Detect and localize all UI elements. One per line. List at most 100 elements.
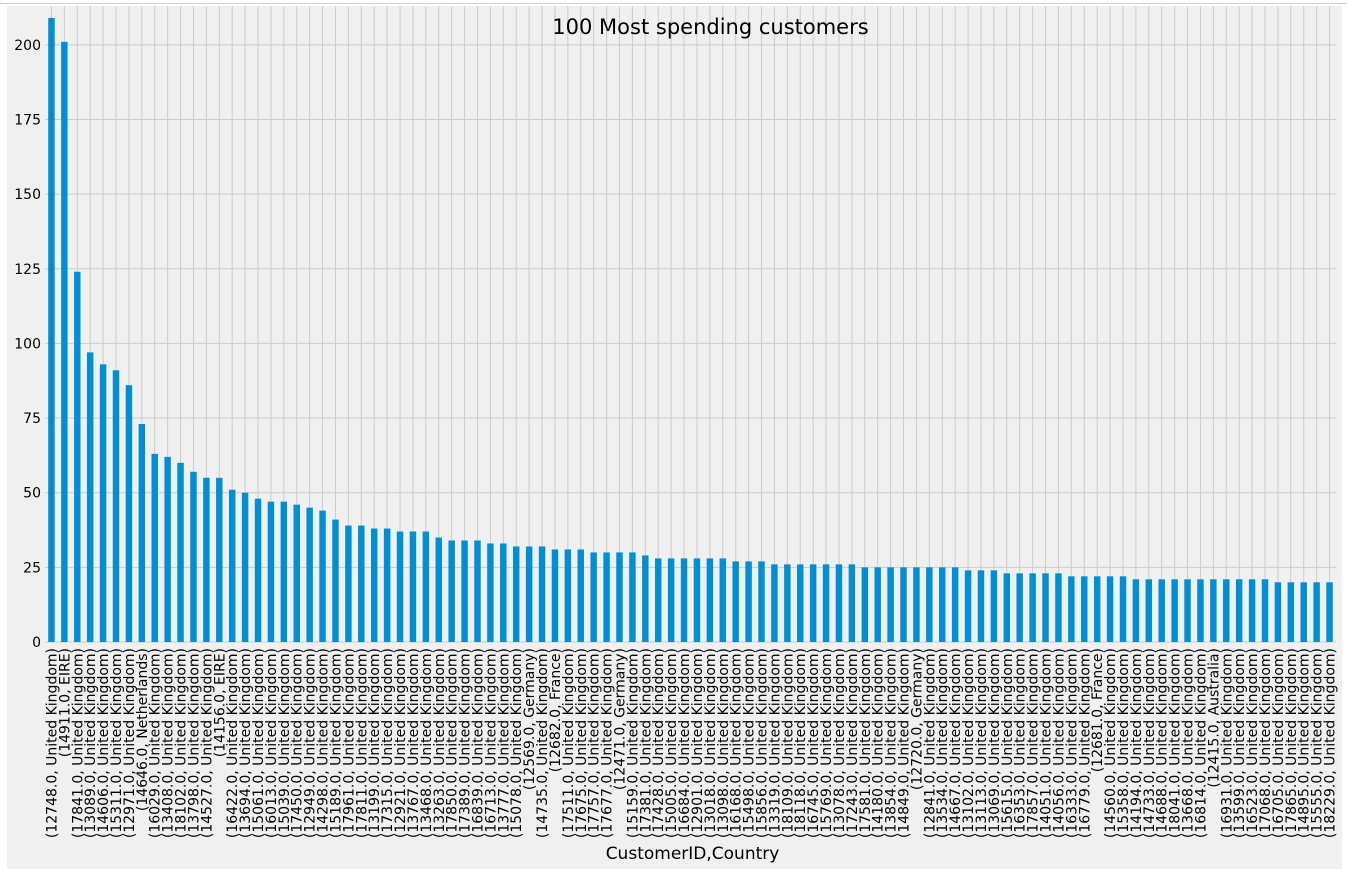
bar xyxy=(616,552,623,642)
y-tick-label: 75 xyxy=(23,411,41,427)
x-tick-label: (12720.0, Germany) xyxy=(909,648,925,790)
window-top-border xyxy=(0,3,1347,4)
bar xyxy=(74,271,81,642)
x-tick-label: (13069.0, United Kingdom) xyxy=(987,648,1003,838)
x-tick-label: (14849.0, United Kingdom) xyxy=(897,648,913,838)
bar xyxy=(732,561,739,642)
y-tick-label: 25 xyxy=(23,560,41,576)
x-tick-label: (15311.0, United Kingdom) xyxy=(109,648,125,838)
x-tick-label: (12415.0, Australia) xyxy=(1206,648,1222,788)
x-tick-label: (14156.0, EIRE) xyxy=(212,648,228,757)
x-tick-label: (13098.0, United Kingdom) xyxy=(716,648,732,838)
bar xyxy=(784,564,791,642)
bar xyxy=(267,501,275,642)
figure-background xyxy=(7,6,1342,869)
x-tick-label: (15061.0, United Kingdom) xyxy=(251,648,267,838)
x-tick-label: (16333.0, United Kingdom) xyxy=(1064,648,1080,838)
x-tick-label: (14056.0, United Kingdom) xyxy=(1051,648,1067,838)
x-tick-label: (14527.0, United Kingdom) xyxy=(199,648,215,838)
bar xyxy=(926,567,933,642)
x-axis-label: CustomerID,Country xyxy=(606,844,780,864)
bar xyxy=(1119,576,1127,642)
x-tick-label: (15498.0, United Kingdom) xyxy=(742,648,758,838)
bar xyxy=(1274,582,1282,642)
x-tick-label: (15358.0, United Kingdom) xyxy=(1116,648,1132,838)
x-tick-label: (16353.0, United Kingdom) xyxy=(1013,648,1029,838)
x-tick-label: (13694.0, United Kingdom) xyxy=(238,648,254,838)
x-tick-label: (12921.0, United Kingdom) xyxy=(393,648,409,838)
bar xyxy=(1313,582,1320,642)
x-tick-label: (13767.0, United Kingdom) xyxy=(406,648,422,838)
bar xyxy=(112,370,120,642)
y-tick-label: 175 xyxy=(14,112,41,128)
bar xyxy=(422,531,430,642)
bar xyxy=(525,546,533,642)
bar xyxy=(1016,573,1023,642)
x-tick-label: (16713.0, United Kingdom) xyxy=(483,648,499,838)
bar xyxy=(1197,579,1204,642)
y-tick-label: 100 xyxy=(14,336,41,352)
bar xyxy=(1235,579,1243,642)
bar xyxy=(125,385,133,642)
bar xyxy=(254,498,262,642)
x-tick-label: (14688.0, United Kingdom) xyxy=(1155,648,1171,838)
x-tick-label: (18041.0, United Kingdom) xyxy=(1168,648,1184,838)
x-tick-label: (16779.0, United Kingdom) xyxy=(1077,648,1093,838)
bar xyxy=(61,41,68,642)
bar xyxy=(1132,579,1140,642)
bar xyxy=(797,564,804,642)
x-tick-label: (14560.0, United Kingdom) xyxy=(1103,648,1119,838)
x-tick-label: (16168.0, United Kingdom) xyxy=(729,648,745,838)
bar xyxy=(1248,579,1256,642)
bar xyxy=(1145,579,1153,642)
x-tick-label: (17757.0, United Kingdom) xyxy=(587,648,603,838)
bar xyxy=(203,477,210,642)
y-tick-label: 125 xyxy=(14,262,41,278)
y-tick-labels: 0 25 50 75 100 125 150 175 200 xyxy=(14,38,41,651)
x-tick-label: (13199.0, United Kingdom) xyxy=(367,648,383,838)
x-tick-label: (14646.0, Netherlands) xyxy=(135,648,151,811)
bar xyxy=(241,492,249,642)
x-tick-label: (17428.0, United Kingdom) xyxy=(651,648,667,838)
bar xyxy=(190,471,197,642)
bar xyxy=(1003,573,1011,642)
bar xyxy=(177,462,184,642)
bar xyxy=(900,567,907,642)
bar xyxy=(228,489,236,642)
x-tick-label: (16013.0, United Kingdom) xyxy=(264,648,280,838)
bar xyxy=(538,546,546,642)
bar xyxy=(409,531,417,642)
x-tick-label: (13854.0, United Kingdom) xyxy=(884,648,900,838)
x-tick-label: (18229.0, United Kingdom) xyxy=(1323,648,1339,838)
x-tick-label: (14733.0, United Kingdom) xyxy=(1142,648,1158,838)
x-tick-label: (16839.0, United Kingdom) xyxy=(470,648,486,838)
bar xyxy=(474,540,481,642)
x-tick-label: (14298.0, United Kingdom) xyxy=(316,648,332,838)
bar xyxy=(693,558,701,642)
x-tick-label: (13599.0, United Kingdom) xyxy=(1232,648,1248,838)
bar xyxy=(319,510,326,642)
bar xyxy=(448,540,455,642)
y-tick-label: 200 xyxy=(14,38,41,54)
bar xyxy=(964,570,972,642)
bar xyxy=(461,540,468,642)
bar xyxy=(1300,582,1307,642)
x-tick-label: (14194.0, United Kingdom) xyxy=(1129,648,1145,838)
x-tick-label: (13668.0, United Kingdom) xyxy=(1181,648,1197,838)
bar xyxy=(1184,579,1191,642)
x-tick-label: (12471.0, Germany) xyxy=(612,648,628,790)
x-tick-label: (17581.0, United Kingdom) xyxy=(858,648,874,838)
x-tick-label: (15555.0, United Kingdom) xyxy=(1310,648,1326,838)
x-tick-label: (12569.0, Germany) xyxy=(522,648,538,790)
x-tick-label: (14606.0, United Kingdom) xyxy=(96,648,112,838)
bar xyxy=(293,504,300,642)
bar xyxy=(164,456,171,642)
bar xyxy=(345,525,352,642)
bar xyxy=(1171,579,1178,642)
x-tick-label: (15856.0, United Kingdom) xyxy=(755,648,771,838)
x-tick-label: (14667.0, United Kingdom) xyxy=(948,648,964,838)
x-tick-label: (14735.0, United Kingdom) xyxy=(535,648,551,838)
bar xyxy=(1326,582,1333,642)
bar xyxy=(216,477,223,642)
bar xyxy=(887,567,894,642)
